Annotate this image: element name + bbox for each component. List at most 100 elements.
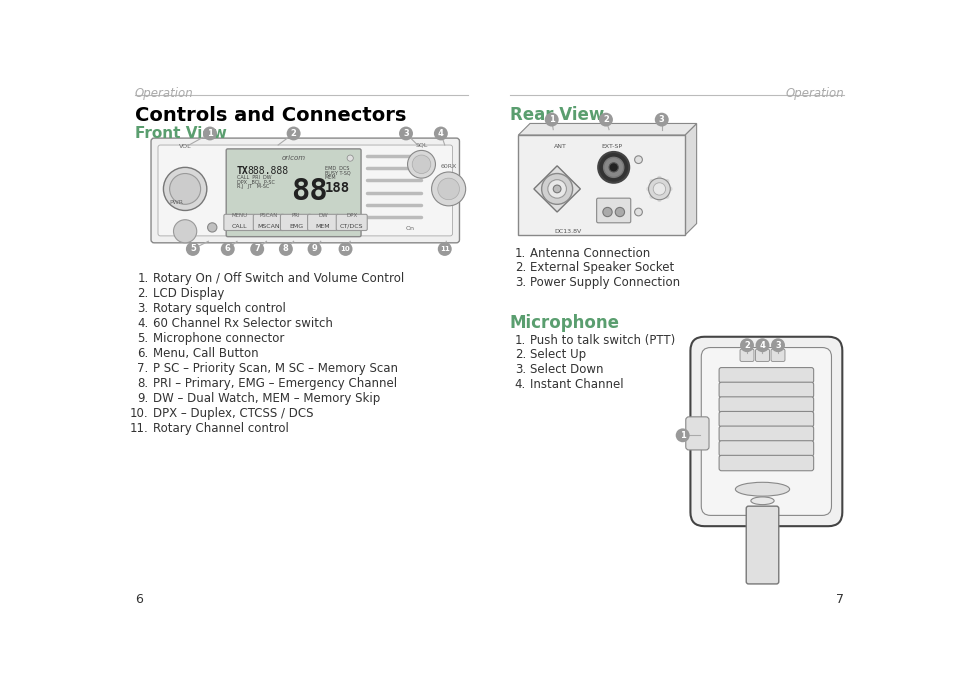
Text: 10.: 10. — [130, 407, 149, 420]
Text: MEM: MEM — [315, 224, 330, 228]
Text: Rotary On / Off Switch and Volume Control: Rotary On / Off Switch and Volume Contro… — [153, 272, 404, 285]
Polygon shape — [534, 166, 579, 212]
Text: LCD Display: LCD Display — [153, 287, 225, 300]
Circle shape — [170, 174, 200, 204]
Text: EMD  DCS: EMD DCS — [324, 166, 349, 171]
Text: 3.: 3. — [515, 276, 525, 289]
Text: 2.: 2. — [137, 287, 149, 300]
Ellipse shape — [750, 497, 773, 504]
Ellipse shape — [735, 482, 789, 496]
Text: 6: 6 — [134, 593, 143, 606]
FancyBboxPatch shape — [719, 426, 813, 441]
Circle shape — [163, 168, 207, 210]
Text: DPX: DPX — [346, 213, 357, 218]
Text: Menu, Call Button: Menu, Call Button — [153, 347, 258, 360]
FancyBboxPatch shape — [719, 382, 813, 397]
Text: DC13.8V: DC13.8V — [554, 229, 580, 234]
Text: 8: 8 — [283, 245, 289, 254]
Circle shape — [347, 155, 353, 161]
FancyBboxPatch shape — [224, 214, 254, 231]
FancyBboxPatch shape — [690, 337, 841, 526]
Circle shape — [412, 155, 431, 174]
Circle shape — [657, 176, 661, 180]
Circle shape — [544, 113, 558, 126]
Text: On: On — [405, 226, 414, 231]
Text: 7: 7 — [254, 245, 260, 254]
Text: 5: 5 — [190, 245, 195, 254]
Text: Operation: Operation — [134, 87, 193, 100]
Circle shape — [649, 194, 654, 199]
Text: 7.: 7. — [137, 362, 149, 375]
FancyBboxPatch shape — [700, 347, 831, 515]
Text: 2: 2 — [743, 341, 749, 349]
FancyBboxPatch shape — [719, 412, 813, 427]
Circle shape — [541, 174, 572, 204]
Text: CALL  PRI  DW: CALL PRI DW — [236, 175, 272, 180]
Circle shape — [740, 338, 753, 352]
Text: EMG: EMG — [289, 224, 303, 228]
Text: 1: 1 — [207, 129, 213, 138]
Circle shape — [615, 208, 624, 216]
Text: Rear View: Rear View — [509, 105, 603, 124]
Text: Rotary squelch control: Rotary squelch control — [153, 302, 286, 315]
Circle shape — [186, 242, 199, 256]
Text: 9.: 9. — [137, 392, 149, 405]
Text: Antenna Connection: Antenna Connection — [530, 247, 650, 260]
Text: 4.: 4. — [515, 378, 525, 391]
Circle shape — [307, 242, 321, 256]
Text: 10: 10 — [340, 246, 350, 252]
Circle shape — [603, 158, 623, 177]
Text: EXT-SP: EXT-SP — [600, 144, 621, 149]
Text: oricom: oricom — [281, 155, 305, 161]
Circle shape — [667, 187, 672, 191]
Text: 2.: 2. — [515, 348, 525, 361]
FancyBboxPatch shape — [770, 349, 784, 362]
Text: DPX   BCL  P-SC: DPX BCL P-SC — [236, 180, 274, 185]
Circle shape — [634, 208, 641, 216]
Circle shape — [547, 180, 566, 198]
FancyBboxPatch shape — [596, 198, 630, 223]
Text: 3: 3 — [403, 129, 409, 138]
Text: Front View: Front View — [134, 126, 227, 141]
FancyBboxPatch shape — [755, 349, 769, 362]
Text: 8.: 8. — [137, 377, 149, 390]
Circle shape — [437, 178, 459, 199]
Text: 1.: 1. — [137, 272, 149, 285]
Circle shape — [338, 242, 353, 256]
Circle shape — [173, 220, 196, 243]
Circle shape — [431, 172, 465, 206]
Text: 4: 4 — [437, 129, 443, 138]
Circle shape — [598, 113, 612, 126]
Text: 4: 4 — [759, 341, 764, 349]
Text: 9: 9 — [312, 245, 317, 254]
Text: 60 Channel Rx Selector switch: 60 Channel Rx Selector switch — [153, 317, 333, 330]
Polygon shape — [684, 124, 696, 235]
FancyBboxPatch shape — [158, 145, 452, 236]
Text: 888.888: 888.888 — [247, 166, 288, 176]
Circle shape — [407, 151, 435, 178]
Circle shape — [553, 185, 560, 193]
Text: CT/DCS: CT/DCS — [339, 224, 363, 228]
Text: 3.: 3. — [137, 302, 149, 315]
Circle shape — [220, 242, 234, 256]
Circle shape — [645, 187, 650, 191]
FancyBboxPatch shape — [719, 456, 813, 470]
Text: Push to talk switch (PTT): Push to talk switch (PTT) — [530, 334, 675, 347]
Text: BUSY T-SQ: BUSY T-SQ — [324, 170, 350, 176]
Text: 4.: 4. — [137, 317, 149, 330]
FancyBboxPatch shape — [280, 214, 311, 231]
Text: 7: 7 — [835, 593, 843, 606]
Text: SQL: SQL — [415, 143, 427, 148]
Circle shape — [250, 242, 264, 256]
Text: Microphone: Microphone — [509, 314, 619, 332]
Polygon shape — [517, 124, 696, 135]
Circle shape — [602, 208, 612, 216]
FancyBboxPatch shape — [307, 214, 338, 231]
Text: 188: 188 — [324, 181, 350, 195]
Text: PWR: PWR — [170, 201, 183, 206]
Text: 1.: 1. — [515, 247, 525, 260]
Text: CALL: CALL — [232, 224, 247, 228]
Circle shape — [649, 179, 654, 184]
Circle shape — [654, 113, 668, 126]
Text: 3: 3 — [659, 115, 664, 124]
